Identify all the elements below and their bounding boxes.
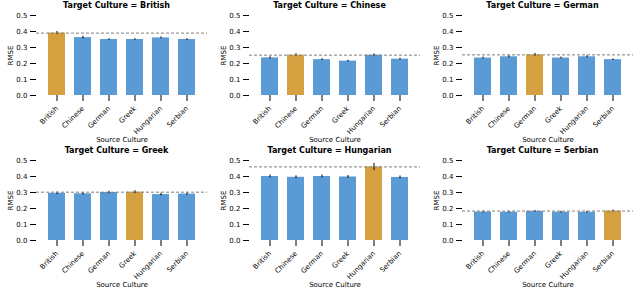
- svg-text:0.5: 0.5: [442, 12, 453, 20]
- svg-text:0.5: 0.5: [229, 157, 240, 165]
- svg-text:Source Culture: Source Culture: [96, 136, 148, 144]
- svg-text:Chinese: Chinese: [487, 250, 512, 275]
- svg-text:0.5: 0.5: [16, 12, 27, 20]
- svg-text:0.3: 0.3: [442, 44, 453, 52]
- svg-text:Serbian: Serbian: [591, 250, 616, 275]
- svg-text:British: British: [251, 250, 273, 272]
- svg-text:0.3: 0.3: [442, 189, 453, 197]
- svg-text:RMSE: RMSE: [433, 191, 441, 211]
- svg-text:Greek: Greek: [544, 104, 565, 125]
- svg-text:0.3: 0.3: [16, 189, 27, 197]
- svg-text:0.5: 0.5: [16, 157, 27, 165]
- svg-text:Hungarian: Hungarian: [346, 250, 377, 281]
- svg-text:0.0: 0.0: [16, 237, 27, 245]
- svg-text:0.4: 0.4: [442, 28, 454, 36]
- svg-text:Chinese: Chinese: [487, 105, 512, 130]
- svg-text:German: German: [513, 250, 538, 275]
- svg-text:German: German: [87, 105, 112, 130]
- svg-text:0.4: 0.4: [442, 173, 454, 181]
- html-text:Target Culture = Hungarian: Target Culture = Hungarian: [267, 146, 392, 155]
- svg-text:Chinese: Chinese: [61, 250, 86, 275]
- svg-text:German: German: [87, 250, 112, 275]
- svg-text:Chinese: Chinese: [61, 105, 86, 130]
- svg-text:0.1: 0.1: [16, 221, 27, 229]
- svg-text:British: British: [251, 105, 273, 127]
- svg-text:0.5: 0.5: [229, 12, 240, 20]
- svg-text:British: British: [464, 250, 486, 272]
- svg-text:0.0: 0.0: [229, 92, 240, 100]
- svg-text:0.2: 0.2: [442, 60, 453, 68]
- svg-text:Hungarian: Hungarian: [559, 105, 590, 136]
- svg-text:Greek: Greek: [544, 249, 565, 270]
- svg-text:Hungarian: Hungarian: [346, 105, 377, 136]
- svg-text:RMSE: RMSE: [220, 46, 228, 66]
- svg-text:Source Culture: Source Culture: [522, 136, 574, 144]
- svg-text:0.3: 0.3: [229, 189, 240, 197]
- svg-text:Chinese: Chinese: [274, 105, 299, 130]
- svg-text:British: British: [38, 250, 60, 272]
- svg-text:German: German: [513, 105, 538, 130]
- svg-text:RMSE: RMSE: [7, 191, 15, 211]
- svg-text:0.0: 0.0: [442, 92, 453, 100]
- svg-text:British: British: [464, 105, 486, 127]
- svg-text:0.3: 0.3: [16, 44, 27, 52]
- svg-text:0.4: 0.4: [229, 28, 241, 36]
- svg-text:Source Culture: Source Culture: [522, 281, 574, 289]
- svg-text:0.1: 0.1: [229, 221, 240, 229]
- svg-text:Source Culture: Source Culture: [309, 281, 361, 289]
- svg-text:0.2: 0.2: [16, 205, 27, 213]
- svg-text:Source Culture: Source Culture: [309, 136, 361, 144]
- svg-text:0.4: 0.4: [16, 28, 28, 36]
- svg-text:Serbian: Serbian: [165, 105, 190, 130]
- svg-text:0.1: 0.1: [442, 221, 453, 229]
- svg-text:RMSE: RMSE: [220, 191, 228, 211]
- svg-text:Source Culture: Source Culture: [96, 281, 148, 289]
- svg-text:RMSE: RMSE: [7, 46, 15, 66]
- svg-text:Hungarian: Hungarian: [133, 105, 164, 136]
- svg-text:0.1: 0.1: [442, 76, 453, 84]
- svg-text:0.2: 0.2: [442, 205, 453, 213]
- svg-text:Serbian: Serbian: [378, 105, 403, 130]
- svg-text:0.4: 0.4: [229, 173, 241, 181]
- svg-text:0.2: 0.2: [16, 60, 27, 68]
- svg-text:0.2: 0.2: [229, 205, 240, 213]
- svg-text:Chinese: Chinese: [274, 250, 299, 275]
- svg-text:Greek: Greek: [331, 104, 352, 125]
- svg-text:0.5: 0.5: [442, 157, 453, 165]
- svg-text:Hungarian: Hungarian: [559, 250, 590, 281]
- svg-text:Greek: Greek: [118, 104, 139, 125]
- svg-text:Hungarian: Hungarian: [133, 250, 164, 281]
- svg-text:Serbian: Serbian: [591, 105, 616, 130]
- svg-text:0.0: 0.0: [229, 237, 240, 245]
- svg-text:Greek: Greek: [118, 249, 139, 270]
- html-text:Target Culture = Serbian: Target Culture = Serbian: [486, 146, 599, 155]
- html-text:Target Culture = British: Target Culture = British: [63, 1, 170, 10]
- svg-text:0.1: 0.1: [16, 76, 27, 84]
- svg-text:0.3: 0.3: [229, 44, 240, 52]
- html-text:Target Culture = Chinese: Target Culture = Chinese: [273, 1, 386, 10]
- svg-text:German: German: [300, 250, 325, 275]
- html-text:Target Culture = Greek: Target Culture = Greek: [64, 146, 169, 155]
- svg-text:Serbian: Serbian: [378, 250, 403, 275]
- svg-text:Serbian: Serbian: [165, 250, 190, 275]
- svg-text:RMSE: RMSE: [433, 46, 441, 66]
- svg-text:German: German: [300, 105, 325, 130]
- svg-text:0.2: 0.2: [229, 60, 240, 68]
- svg-text:0.0: 0.0: [16, 92, 27, 100]
- html-text:Target Culture = German: Target Culture = German: [486, 1, 599, 10]
- svg-text:0.4: 0.4: [16, 173, 28, 181]
- svg-text:British: British: [38, 105, 60, 127]
- svg-text:Greek: Greek: [331, 249, 352, 270]
- svg-text:0.0: 0.0: [442, 237, 453, 245]
- svg-text:0.1: 0.1: [229, 76, 240, 84]
